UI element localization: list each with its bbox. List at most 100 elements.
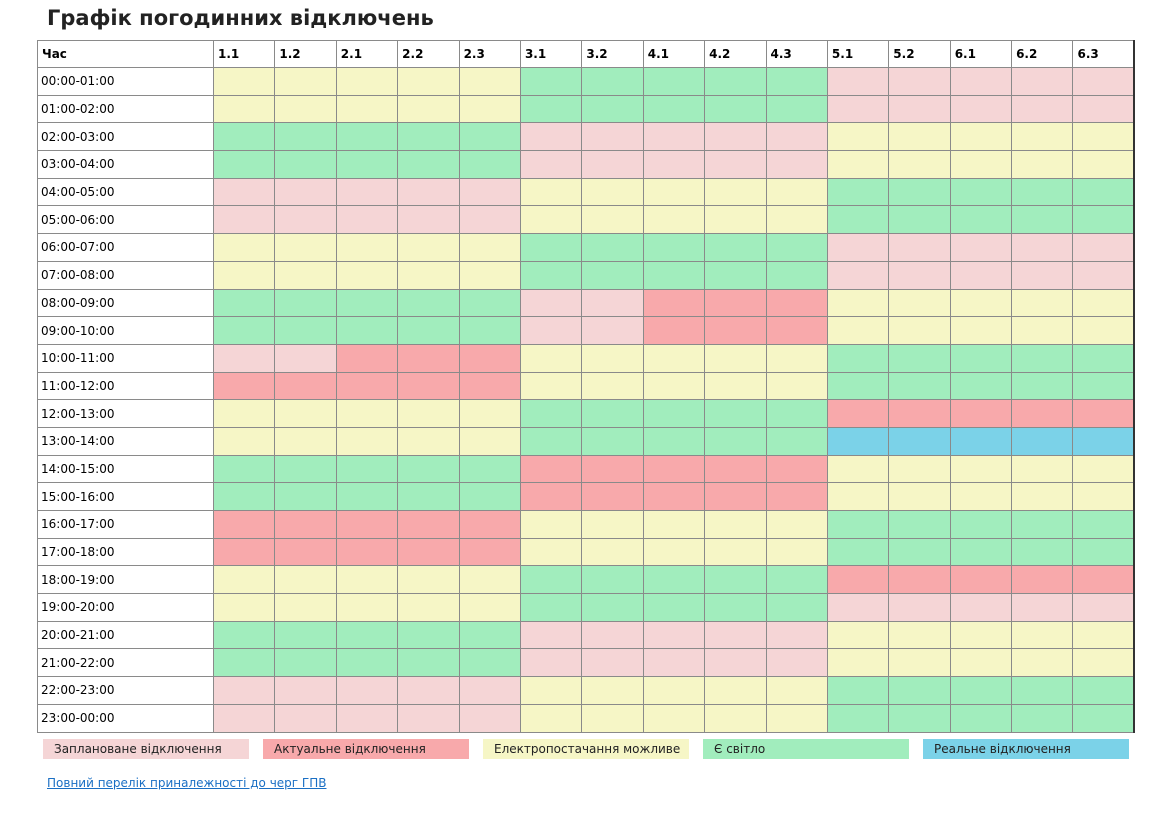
status-cell <box>704 676 767 705</box>
status-cell <box>397 426 460 456</box>
status-cell <box>1011 510 1074 539</box>
table-row: 02:00-03:00 <box>37 122 1135 152</box>
status-cell <box>704 593 767 622</box>
table-row: 03:00-04:00 <box>37 150 1135 179</box>
status-cell <box>519 343 583 373</box>
status-cell <box>826 593 890 622</box>
status-cell <box>1011 94 1074 124</box>
status-cell <box>765 454 828 484</box>
status-cell <box>888 620 951 650</box>
status-cell <box>581 648 644 678</box>
time-cell: 00:00-01:00 <box>37 67 214 96</box>
status-cell <box>274 316 337 345</box>
status-cell <box>458 620 521 650</box>
status-cell <box>335 510 399 539</box>
legend: Заплановане відключення Актуальне відключ… <box>43 739 1133 759</box>
status-cell <box>1072 482 1135 511</box>
time-cell: 08:00-09:00 <box>37 288 214 318</box>
status-cell <box>826 233 890 262</box>
status-cell <box>642 233 706 262</box>
status-cell <box>335 288 399 318</box>
time-cell: 03:00-04:00 <box>37 150 214 179</box>
status-cell <box>642 593 706 622</box>
status-cell <box>274 648 337 678</box>
status-cell <box>519 371 583 401</box>
status-cell <box>826 565 890 595</box>
time-cell: 06:00-07:00 <box>37 233 214 262</box>
status-cell <box>765 316 828 345</box>
status-cell <box>888 94 951 124</box>
table-row: 14:00-15:00 <box>37 454 1135 484</box>
status-cell <box>335 177 399 207</box>
status-cell <box>949 205 1013 235</box>
status-cell <box>397 177 460 207</box>
status-cell <box>519 122 583 152</box>
status-cell <box>1011 316 1074 345</box>
status-cell <box>335 150 399 179</box>
legend-item: Заплановане відключення <box>43 739 249 759</box>
status-cell <box>888 343 951 373</box>
status-cell <box>335 316 399 345</box>
status-cell <box>1072 371 1135 401</box>
status-cell <box>1011 205 1074 235</box>
status-cell <box>581 399 644 428</box>
status-cell <box>888 205 951 235</box>
queue-column-header: 4.3 <box>765 40 828 68</box>
queue-list-link[interactable]: Повний перелік приналежності до черг ГПВ <box>47 776 327 790</box>
queue-column-header: 2.3 <box>458 40 521 68</box>
time-cell: 17:00-18:00 <box>37 537 214 567</box>
table-row: 08:00-09:00 <box>37 288 1135 318</box>
status-cell <box>949 94 1013 124</box>
status-cell <box>581 703 644 733</box>
status-cell <box>581 67 644 96</box>
status-cell <box>826 316 890 345</box>
queue-column-header: 4.1 <box>642 40 706 68</box>
status-cell <box>1072 343 1135 373</box>
status-cell <box>949 510 1013 539</box>
status-cell <box>397 454 460 484</box>
status-cell <box>888 703 951 733</box>
time-cell: 07:00-08:00 <box>37 260 214 290</box>
table-row: 20:00-21:00 <box>37 620 1135 650</box>
time-cell: 01:00-02:00 <box>37 94 214 124</box>
status-cell <box>458 593 521 622</box>
outage-schedule-table: Час 1.1 1.2 2.1 2.2 2.3 3.1 3.2 4.1 4.2 4.3 5.1 5.2… <box>37 40 1136 733</box>
status-cell <box>642 288 706 318</box>
status-cell <box>581 620 644 650</box>
status-cell <box>335 482 399 511</box>
status-cell <box>826 177 890 207</box>
status-cell <box>397 399 460 428</box>
status-cell <box>888 371 951 401</box>
status-cell <box>826 676 890 705</box>
status-cell <box>1072 593 1135 622</box>
status-cell <box>826 399 890 428</box>
status-cell <box>274 620 337 650</box>
status-cell <box>1072 648 1135 678</box>
time-cell: 20:00-21:00 <box>37 620 214 650</box>
status-cell <box>704 177 767 207</box>
status-cell <box>1011 703 1074 733</box>
status-cell <box>704 150 767 179</box>
table-row: 09:00-10:00 <box>37 316 1135 345</box>
status-cell <box>458 205 521 235</box>
status-cell <box>212 67 276 96</box>
status-cell <box>519 565 583 595</box>
status-cell <box>1011 537 1074 567</box>
table-row: 22:00-23:00 <box>37 676 1135 705</box>
status-cell <box>642 122 706 152</box>
time-column-header: Час <box>37 40 214 68</box>
status-cell <box>1072 399 1135 428</box>
status-cell <box>949 399 1013 428</box>
status-cell <box>949 122 1013 152</box>
time-cell: 05:00-06:00 <box>37 205 214 235</box>
status-cell <box>274 150 337 179</box>
status-cell <box>1072 510 1135 539</box>
status-cell <box>212 648 276 678</box>
status-cell <box>335 703 399 733</box>
status-cell <box>274 94 337 124</box>
status-cell <box>826 94 890 124</box>
status-cell <box>335 233 399 262</box>
status-cell <box>335 648 399 678</box>
table-row: 23:00-00:00 <box>37 703 1135 733</box>
status-cell <box>397 288 460 318</box>
